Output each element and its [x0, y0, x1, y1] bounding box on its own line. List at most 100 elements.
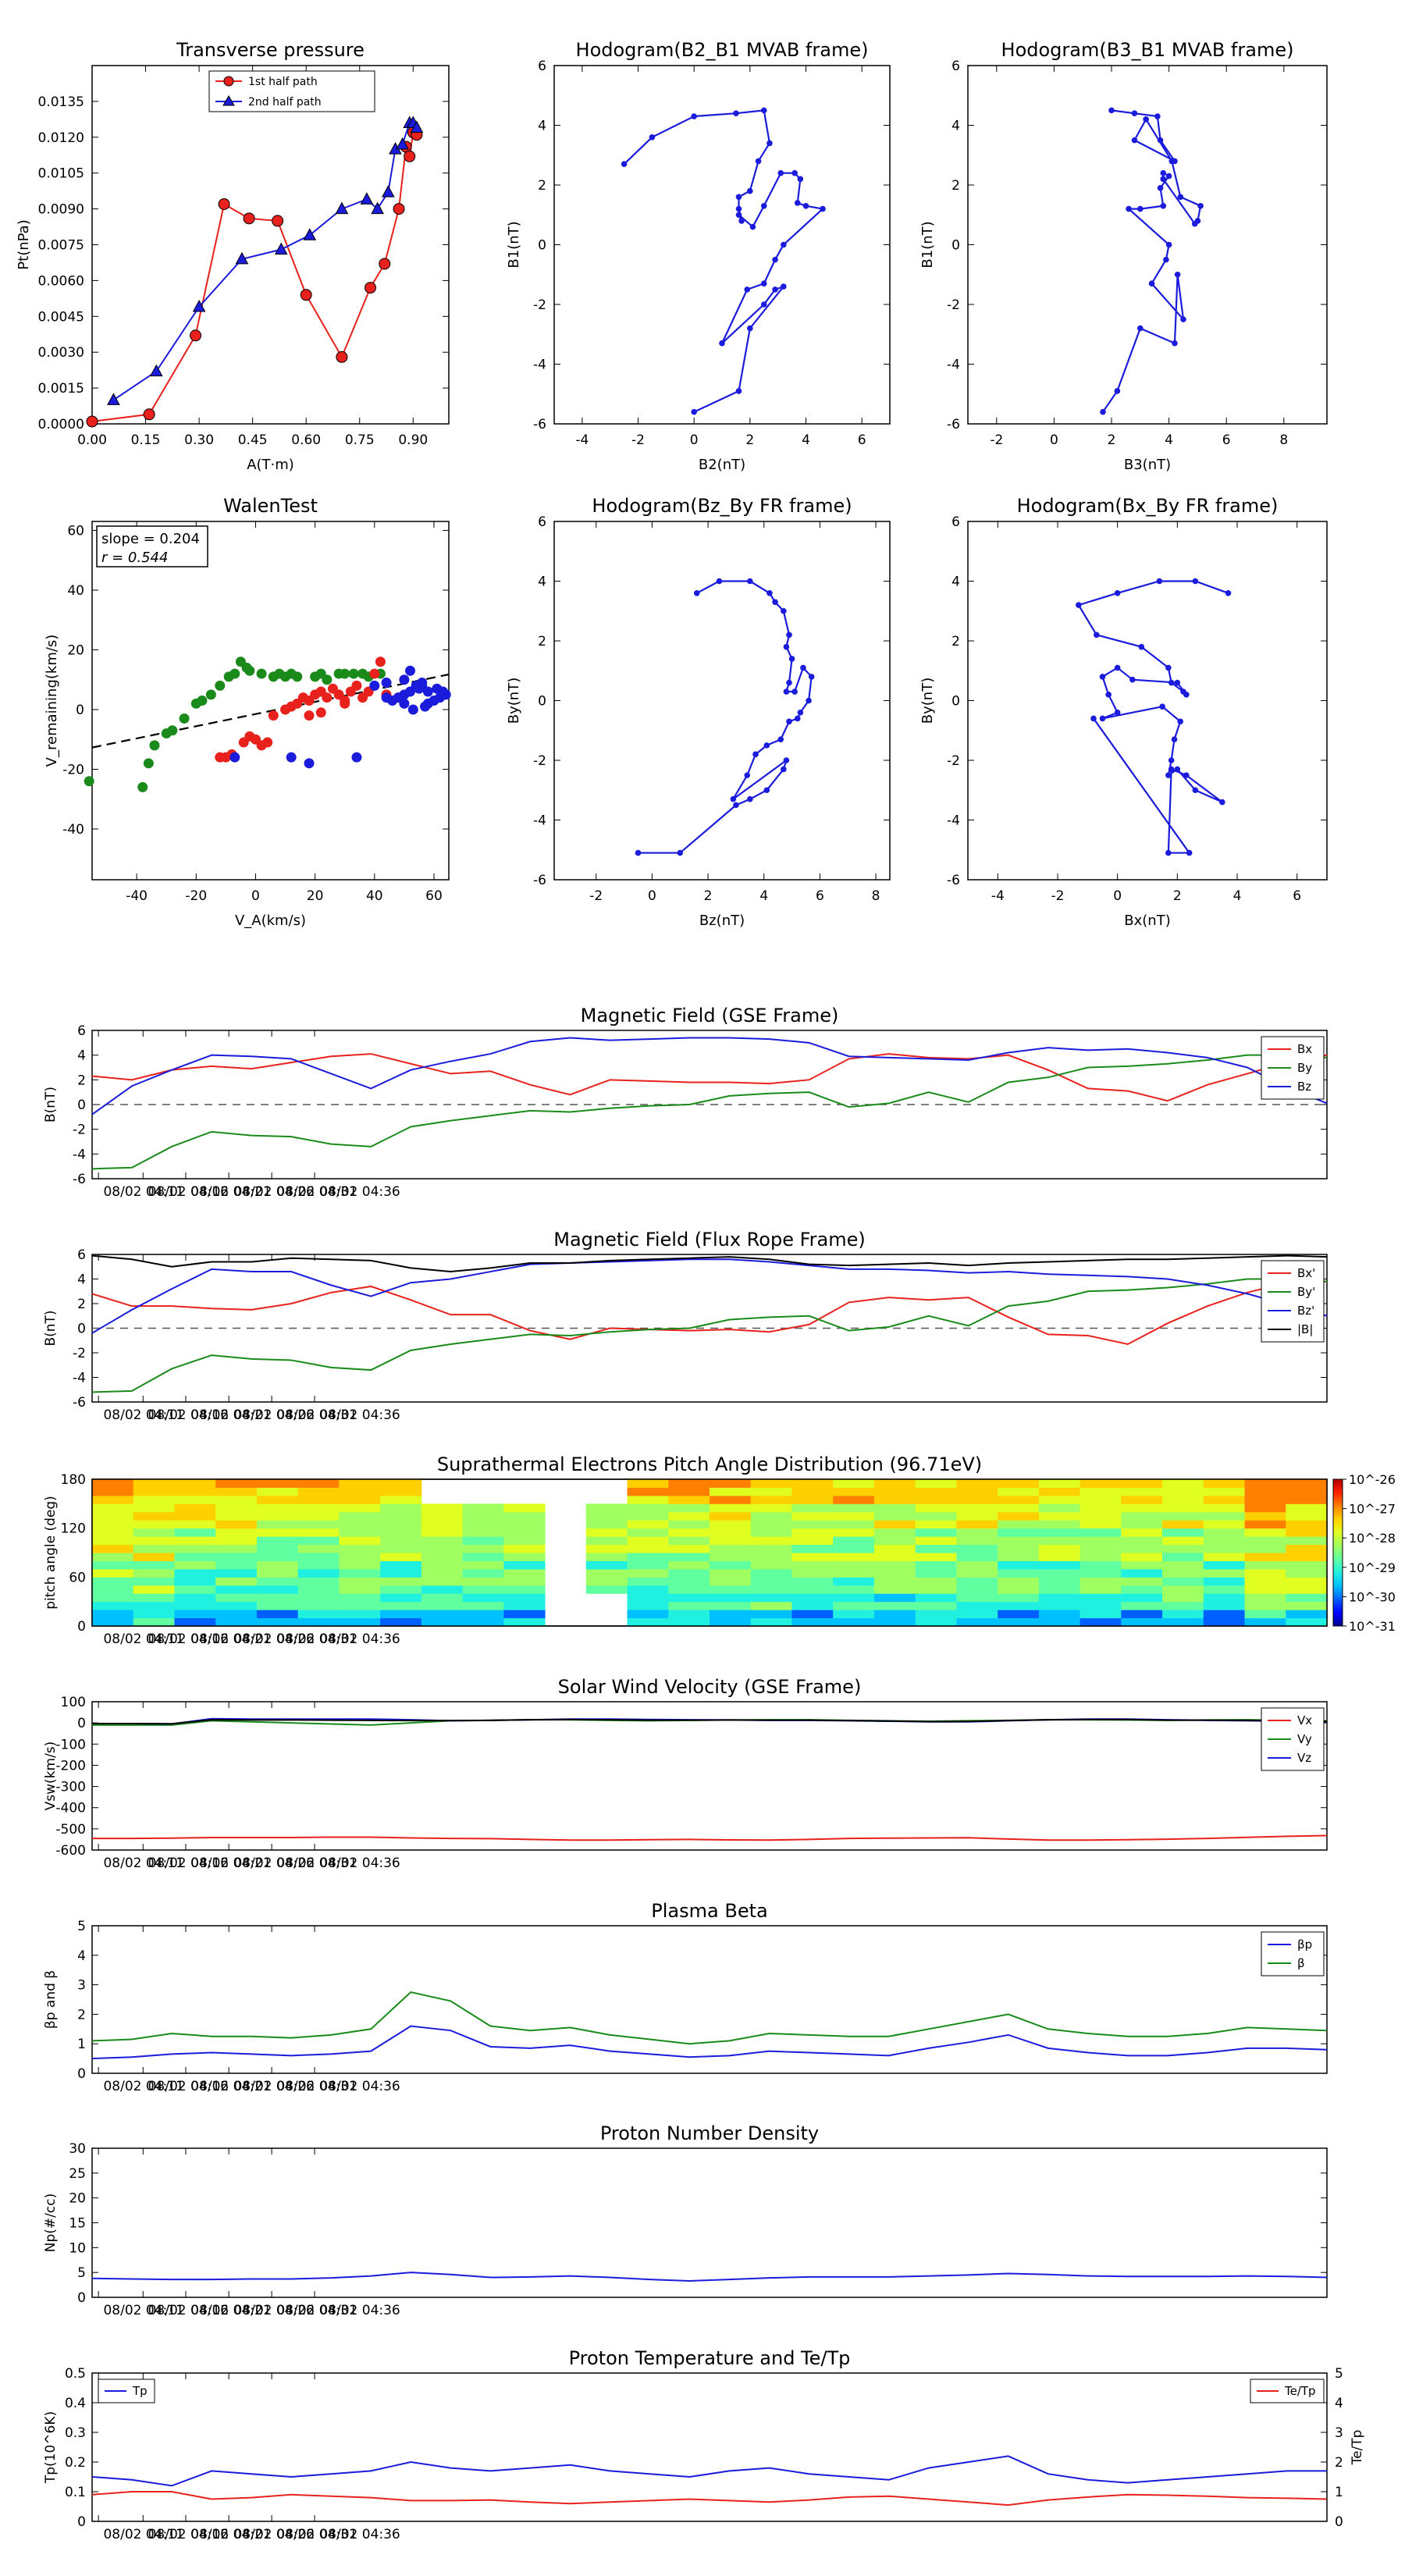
heatmap-cell: [1286, 1585, 1328, 1594]
x-tick-label: 08/02 04:16: [148, 2079, 229, 2094]
heatmap-cell: [1162, 1528, 1204, 1537]
heatmap-cell: [1203, 1585, 1246, 1594]
heatmap-cell: [585, 1560, 628, 1570]
x-tick-label: 08/02 04:26: [233, 1407, 314, 1423]
heatmap-cell: [339, 1520, 381, 1529]
legend-right: Te/Tp: [1250, 2379, 1325, 2403]
hodogram-point: [781, 283, 787, 290]
hodogram-point: [735, 205, 742, 212]
chart-title: WalenTest: [223, 495, 318, 517]
heatmap-cell: [791, 1503, 834, 1513]
y-axis-label: βp and β: [43, 1970, 59, 2029]
heatmap-cell: [915, 1553, 957, 1561]
heatmap-cell: [92, 1528, 134, 1537]
heatmap-cell: [915, 1593, 957, 1603]
heatmap-cell: [174, 1553, 216, 1561]
y-tick-label: -4: [947, 813, 960, 829]
hodogram-point: [1137, 325, 1144, 332]
heatmap-cell: [668, 1511, 710, 1521]
y-tick-label: 0: [77, 1716, 86, 1731]
legend-marker: [222, 95, 235, 106]
heatmap-cell: [956, 1487, 998, 1496]
heatmap-cell: [627, 1585, 669, 1594]
hodogram-point: [1131, 137, 1138, 144]
hodogram-point: [1114, 664, 1121, 671]
x-tick-label: 08/02 04:21: [190, 2079, 271, 2094]
heatmap-cell: [1121, 1487, 1163, 1496]
x-tick-label: 08/02 04:11: [103, 2527, 183, 2542]
heatmap-cell: [668, 1568, 710, 1578]
right-y-tick-label: 2: [1335, 2455, 1343, 2471]
heatmap-cell: [1121, 1610, 1163, 1619]
heatmap-cell: [1286, 1560, 1328, 1570]
x-tick-label: 08/02 04:26: [233, 2303, 314, 2318]
heatmap-cell: [956, 1593, 998, 1603]
chart-hodogram_b3_b1: Hodogram(B3_B1 MVAB frame) B3(nT) B1(nT) -2…: [919, 39, 1328, 473]
hodogram-point: [797, 176, 804, 183]
heatmap-cell: [1286, 1610, 1328, 1619]
heatmap-cell: [1038, 1487, 1081, 1496]
walen-point: [220, 752, 231, 763]
y-tick-label: 2: [538, 178, 546, 194]
walen-point: [268, 710, 279, 721]
hodogram-point: [1148, 280, 1155, 287]
heatmap-cell: [998, 1544, 1040, 1553]
heatmap-cell: [1080, 1495, 1122, 1504]
chart-title: Hodogram(B2_B1 MVAB frame): [576, 39, 869, 61]
heatmap-cell: [215, 1544, 258, 1553]
point-1st-half-path: [393, 203, 405, 215]
y-tick-label: 10: [69, 2240, 86, 2256]
x-tick-label: 08/02 04:11: [103, 1631, 183, 1647]
heatmap-cell: [1121, 1503, 1163, 1513]
walen-point: [229, 668, 240, 679]
heatmap-cell: [710, 1553, 752, 1561]
walen-point: [417, 680, 428, 691]
heatmap-cell: [174, 1479, 216, 1488]
heatmap-cell: [133, 1536, 175, 1546]
heatmap-cell: [421, 1536, 464, 1546]
heatmap-cell: [710, 1511, 752, 1521]
walen-point: [304, 758, 315, 769]
hodogram-point: [730, 795, 737, 802]
heatmap-cell: [627, 1610, 669, 1619]
heatmap-cell: [668, 1610, 710, 1619]
y-tick-label: 0.0060: [38, 273, 84, 289]
y-tick-label: -4: [533, 813, 546, 829]
heatmap-cell: [750, 1560, 792, 1570]
colorbar-label: 10^-31: [1349, 1619, 1396, 1634]
series-line-0: [91, 1053, 1328, 1102]
heatmap-cell: [956, 1528, 998, 1537]
heatmap-cell: [256, 1593, 299, 1603]
y-tick-label: 40: [67, 583, 84, 599]
heatmap-cell: [1286, 1617, 1328, 1627]
x-tick-label: -2: [1051, 888, 1065, 904]
heatmap-cell: [1162, 1536, 1204, 1546]
x-tick-label: 08/02 04:36: [319, 1631, 400, 1647]
heatmap-cell: [998, 1553, 1040, 1561]
chart-proton_density: Proton Number Density Np(#/cc) 0 5 10 15 20 25 3…: [43, 2122, 1328, 2318]
hodogram-point: [777, 736, 784, 743]
heatmap-cell: [174, 1487, 216, 1496]
heatmap-cell: [956, 1560, 998, 1570]
heatmap-cell: [1244, 1577, 1286, 1586]
heatmap-cell: [585, 1585, 628, 1594]
heatmap-cell: [215, 1520, 258, 1529]
heatmap-cell: [750, 1577, 792, 1586]
heatmap-cell: [1038, 1593, 1081, 1603]
hodogram-point: [772, 599, 778, 606]
hodogram-point: [1180, 316, 1186, 322]
heatmap-cell: [915, 1487, 957, 1496]
hodogram-point: [1076, 602, 1082, 608]
heatmap-cell: [873, 1487, 916, 1496]
legend: 1st half path 2nd half path: [208, 70, 375, 112]
y-tick-label: 2: [538, 634, 546, 649]
heatmap-cell: [585, 1503, 628, 1513]
y-tick-label: 0: [77, 2290, 86, 2306]
heatmap-cell: [956, 1617, 998, 1627]
point-1st-half-path: [404, 150, 416, 162]
heatmap-cell: [1203, 1536, 1246, 1546]
heatmap-cell: [421, 1601, 464, 1610]
heatmap-cell: [585, 1536, 628, 1546]
heatmap-cell: [256, 1577, 299, 1586]
heatmap-cell: [1162, 1610, 1204, 1619]
